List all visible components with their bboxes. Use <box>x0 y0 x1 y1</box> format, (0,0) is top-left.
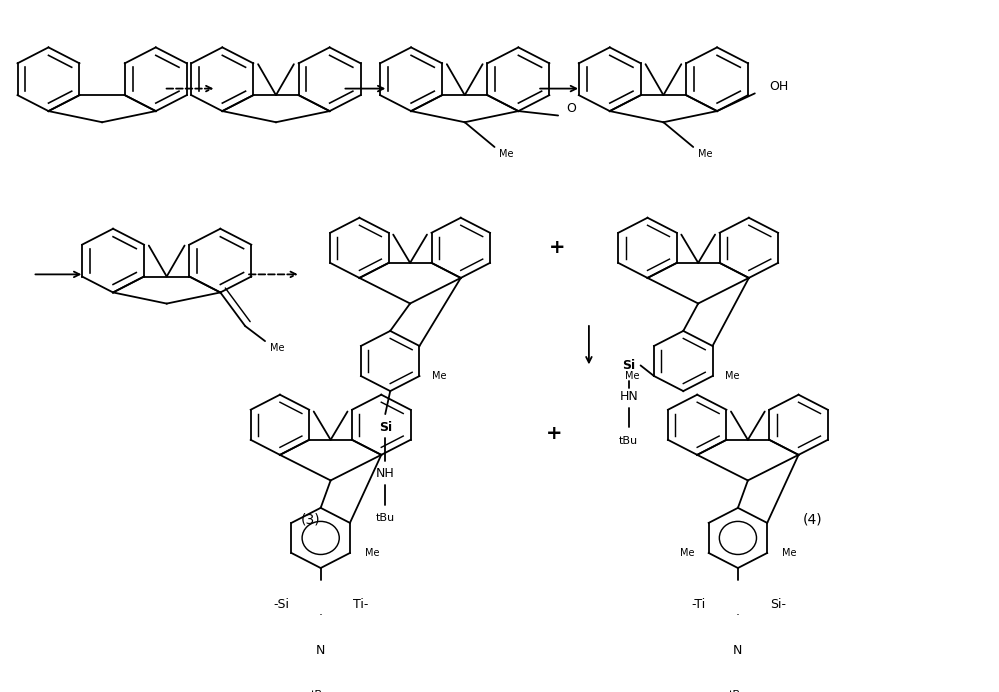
Text: -Ti: -Ti <box>691 598 705 611</box>
Text: NH: NH <box>376 467 395 480</box>
Text: tBu: tBu <box>728 689 747 692</box>
Text: +: + <box>545 424 562 443</box>
Text: HN: HN <box>619 390 638 403</box>
Text: Me: Me <box>365 548 379 558</box>
Text: Me: Me <box>679 548 694 558</box>
Text: Ti-: Ti- <box>353 598 368 611</box>
Text: Me: Me <box>270 343 285 353</box>
Text: (3): (3) <box>301 513 321 527</box>
Text: Si: Si <box>622 359 635 372</box>
Text: Me: Me <box>433 371 447 381</box>
Text: OH: OH <box>769 80 788 93</box>
Text: Si-: Si- <box>769 598 785 611</box>
Text: +: + <box>548 238 565 257</box>
Text: N: N <box>733 644 742 657</box>
Text: tBu: tBu <box>376 513 395 522</box>
Text: Me: Me <box>625 371 639 381</box>
Text: N: N <box>316 644 326 657</box>
Text: Me: Me <box>725 371 739 381</box>
Text: tBu: tBu <box>619 436 638 446</box>
Text: -Si: -Si <box>273 598 289 611</box>
Text: (4): (4) <box>802 513 822 527</box>
Text: Si: Si <box>379 421 392 434</box>
Text: Me: Me <box>782 548 796 558</box>
Text: O: O <box>566 102 576 115</box>
Text: Me: Me <box>500 149 513 159</box>
Text: tBu: tBu <box>311 689 331 692</box>
Text: Me: Me <box>698 149 712 159</box>
